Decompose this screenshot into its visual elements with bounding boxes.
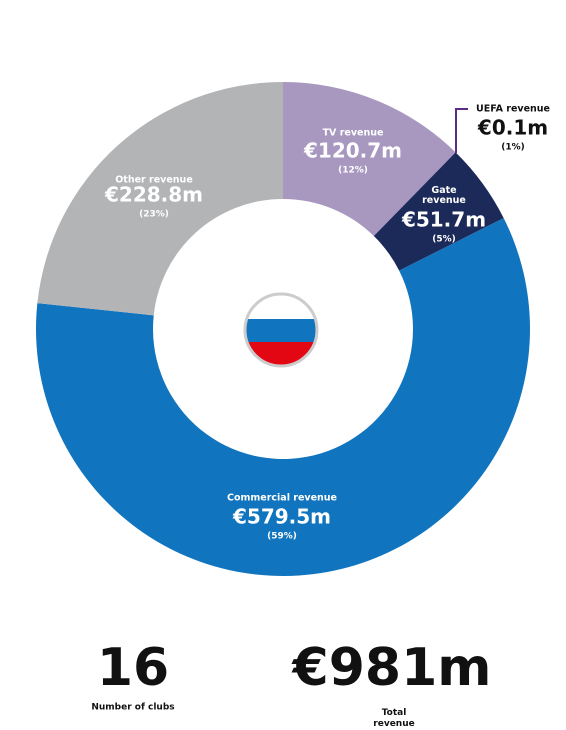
slice-value: €51.7m — [401, 208, 486, 232]
slice-name: UEFA revenue — [476, 104, 550, 115]
total-value: €981m — [292, 638, 492, 698]
leader-line — [455, 108, 468, 153]
slice-name: Other revenue — [115, 175, 193, 186]
clubs-label: Number of clubs — [91, 703, 174, 713]
slice-name: Commercial revenue — [227, 493, 337, 504]
flag — [243, 292, 319, 368]
slice-percent: (59%) — [267, 532, 297, 542]
donut — [36, 82, 530, 576]
slice-value: €0.1m — [477, 116, 548, 140]
slice-percent: (23%) — [139, 210, 169, 220]
total-label: Total revenue — [373, 708, 414, 729]
labels: TV revenue€120.7m (12%) UEFA revenue€0.1m (… — [104, 104, 550, 542]
slice-value: €120.7m — [303, 139, 402, 163]
slice-name: Gate revenue — [422, 185, 466, 206]
slice — [36, 218, 530, 576]
slice — [373, 152, 456, 237]
slice-name: TV revenue — [323, 128, 384, 139]
slice-percent: (1%) — [501, 143, 525, 153]
slice-percent: (12%) — [338, 166, 368, 176]
slice — [373, 152, 504, 271]
slice — [283, 82, 456, 236]
slice — [37, 82, 284, 316]
slice-percent: (5%) — [432, 235, 456, 245]
clubs-value: 16 — [97, 638, 169, 698]
slice-value: €228.8m — [104, 183, 203, 207]
slice-value: €579.5m — [232, 505, 331, 529]
